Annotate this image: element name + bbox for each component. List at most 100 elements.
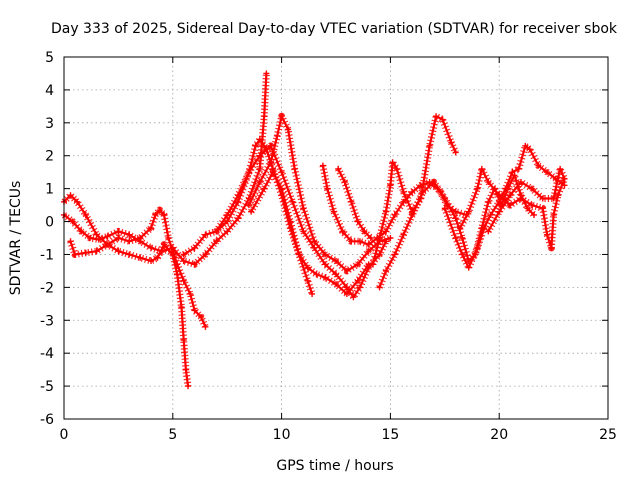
y-tick-label: -5 <box>40 379 54 395</box>
series-sat-i <box>335 165 374 241</box>
data-point-marker <box>367 235 374 241</box>
data-point-marker <box>158 248 165 255</box>
data-point-marker <box>522 142 529 149</box>
data-point-marker <box>391 251 398 258</box>
data-point-marker <box>104 233 111 240</box>
data-point-marker <box>202 323 209 330</box>
grid-layer <box>64 57 608 419</box>
data-point-marker <box>554 192 561 199</box>
data-point-marker <box>224 218 231 225</box>
data-point-marker <box>439 116 446 123</box>
data-point-marker <box>544 169 551 176</box>
y-tick-label: 0 <box>45 215 54 231</box>
series-sat-a <box>61 191 192 390</box>
data-point-marker <box>333 258 339 265</box>
data-point-marker <box>296 251 303 258</box>
series-layer <box>61 70 568 390</box>
data-point-marker <box>248 208 255 215</box>
data-point-marker <box>261 185 268 192</box>
data-point-marker <box>550 211 557 218</box>
x-tick-label: 25 <box>599 427 617 443</box>
x-axis-label: GPS time / hours <box>276 458 393 474</box>
data-point-marker <box>474 244 481 251</box>
y-axis-label: SDTVAR / TECUs <box>8 181 24 296</box>
data-point-marker <box>304 264 311 271</box>
data-point-marker <box>67 192 74 199</box>
y-tick-label: 1 <box>45 182 54 198</box>
data-point-marker <box>224 211 231 218</box>
data-point-marker <box>441 205 448 212</box>
data-point-marker <box>348 238 355 245</box>
data-point-marker <box>339 228 346 235</box>
data-point-marker <box>148 225 155 232</box>
data-point-marker <box>256 179 263 186</box>
data-point-marker <box>191 244 198 251</box>
data-point-marker <box>156 207 163 214</box>
data-point-marker <box>180 337 187 344</box>
data-point-marker <box>409 188 416 195</box>
x-tick-label: 20 <box>490 427 508 443</box>
data-point-marker <box>115 228 122 235</box>
series-sat-j <box>369 112 459 268</box>
data-point-marker <box>185 383 192 390</box>
data-point-marker <box>465 264 472 271</box>
x-tick-label: 5 <box>168 427 177 443</box>
data-point-marker <box>535 162 542 169</box>
data-point-marker <box>354 277 361 284</box>
data-point-marker <box>459 251 466 258</box>
data-point-marker <box>550 195 557 202</box>
data-point-marker <box>393 165 400 172</box>
data-point-marker <box>256 152 263 159</box>
y-tick-label: 5 <box>45 50 54 66</box>
series-sat-l <box>441 142 568 272</box>
data-point-marker <box>354 261 361 268</box>
data-point-marker <box>289 198 296 205</box>
data-point-marker <box>426 142 433 149</box>
data-point-marker <box>187 290 194 297</box>
data-point-marker <box>269 169 276 176</box>
series-sat-b <box>67 206 209 330</box>
data-point-marker <box>528 185 535 192</box>
data-point-marker <box>245 169 252 176</box>
data-point-marker <box>213 228 220 235</box>
data-point-marker <box>400 231 407 238</box>
data-point-marker <box>335 165 342 172</box>
data-point-marker <box>169 244 176 251</box>
series-sat-f <box>245 112 394 275</box>
data-point-marker <box>485 198 492 205</box>
data-point-marker <box>191 261 198 268</box>
data-point-marker <box>557 165 564 172</box>
x-tick-label: 15 <box>381 427 399 443</box>
data-point-marker <box>267 159 274 166</box>
data-point-marker <box>517 179 524 186</box>
data-point-marker <box>198 313 205 320</box>
data-point-marker <box>409 211 416 218</box>
data-point-marker <box>459 235 466 241</box>
data-point-marker <box>319 162 326 169</box>
data-point-marker <box>235 192 242 199</box>
series-line <box>62 72 268 266</box>
data-point-marker <box>383 208 390 215</box>
data-point-marker <box>95 236 102 243</box>
data-point-marker <box>137 254 144 261</box>
data-point-marker <box>126 238 133 245</box>
data-point-marker <box>300 205 307 212</box>
data-point-marker <box>389 159 396 166</box>
series-marker-band <box>61 191 192 387</box>
data-point-marker <box>322 251 329 258</box>
chart-title: Day 333 of 2025, Sidereal Day-to-day VTE… <box>51 21 618 37</box>
data-point-marker <box>202 231 209 238</box>
data-point-marker <box>531 211 538 218</box>
data-point-marker <box>82 211 89 218</box>
data-point-marker <box>263 70 270 77</box>
data-point-marker <box>126 251 133 258</box>
tick-layer <box>63 56 609 420</box>
y-tick-label: -6 <box>40 412 54 428</box>
data-point-marker <box>528 202 535 209</box>
data-point-marker <box>350 294 357 301</box>
data-point-marker <box>496 192 503 199</box>
data-point-marker <box>300 228 307 235</box>
data-point-marker <box>115 248 122 255</box>
y-tick-label: -1 <box>40 247 54 263</box>
data-point-marker <box>383 267 390 274</box>
